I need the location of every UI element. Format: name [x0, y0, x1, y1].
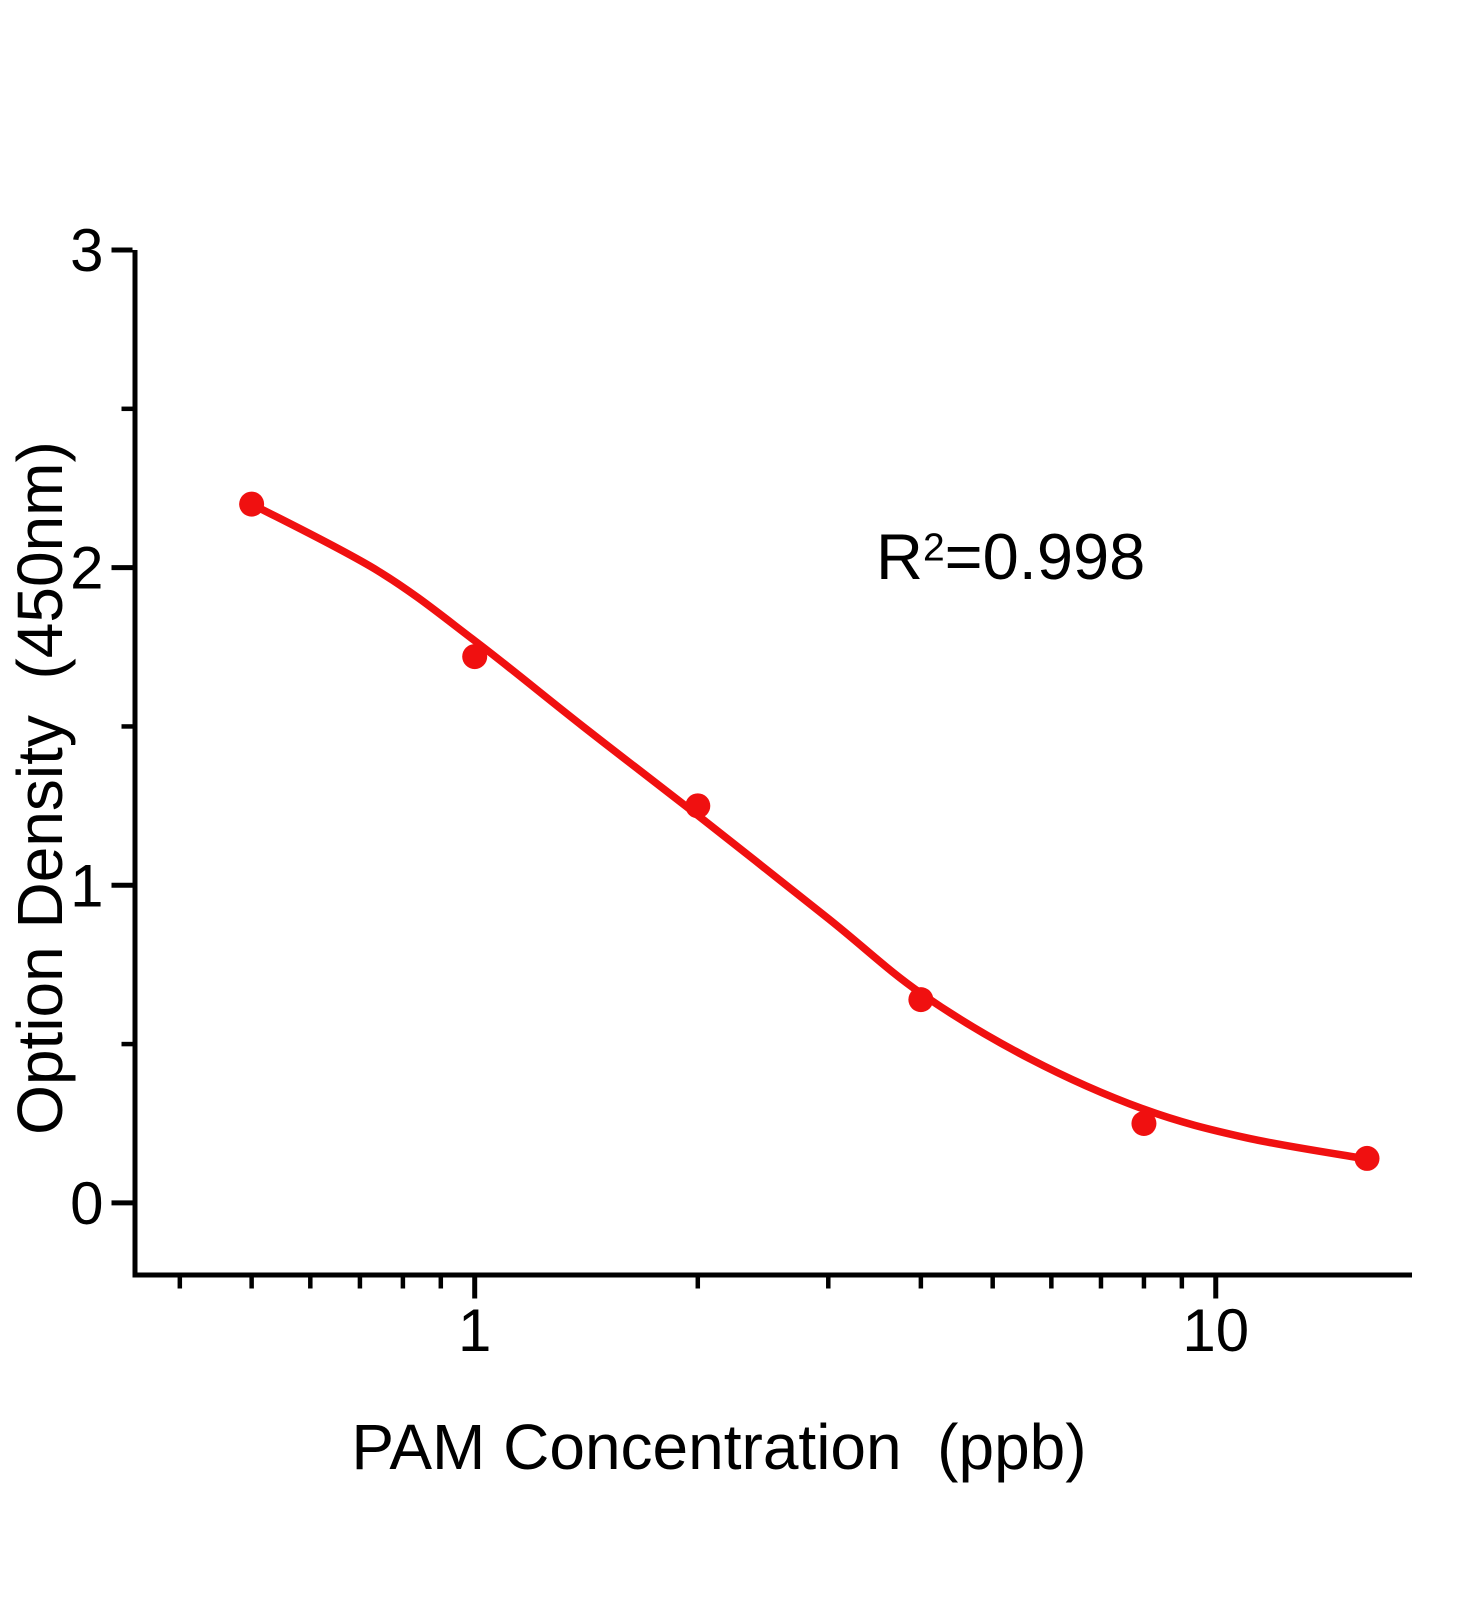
data-point — [1131, 1110, 1157, 1136]
data-point — [908, 987, 934, 1013]
y-tick-label: 1 — [70, 852, 103, 919]
r-squared-exponent: 2 — [922, 526, 945, 570]
y-tick-label: 0 — [70, 1170, 103, 1237]
y-tick-label: 2 — [70, 535, 103, 602]
r-squared-annotation: R2=0.998 — [876, 524, 1145, 589]
r-squared-value: =0.998 — [944, 520, 1146, 593]
data-point — [685, 793, 711, 819]
data-point — [239, 491, 265, 517]
x-tick-label: 1 — [458, 1297, 491, 1364]
y-tick-label: 3 — [70, 217, 103, 284]
data-point — [462, 644, 488, 670]
data-point — [1354, 1145, 1380, 1171]
x-axis-title: PAM Concentration (ppb) — [351, 1411, 1087, 1483]
fit-curve — [247, 500, 1371, 1163]
y-axis-title: Option Density (450nm) — [3, 441, 76, 1135]
r-squared-symbol: R — [876, 520, 923, 593]
x-tick-label: 10 — [1182, 1297, 1249, 1364]
